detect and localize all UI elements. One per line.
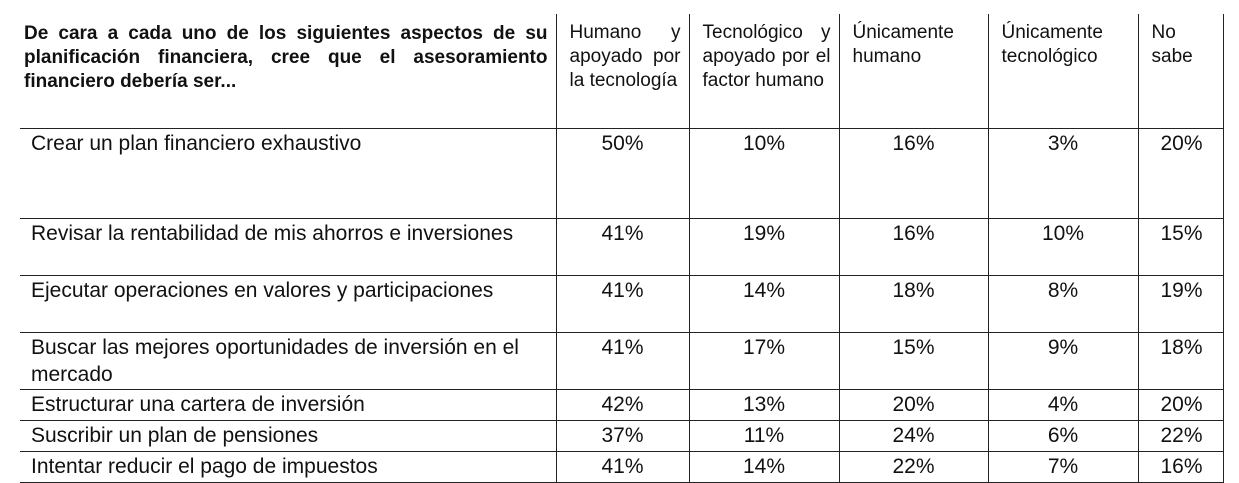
table-cell: 3% [987,128,1138,219]
table-row: Intentar reducir el pago de impuestos 41… [20,451,1224,483]
column-header-only-tech: Únicamente tecnológico [987,14,1138,129]
table-row: Crear un plan financiero exhaustivo 50% … [20,128,1224,219]
column-header-human-tech: Humano y apoyado por la tecnología [555,14,689,129]
question-header: De cara a cada uno de los siguientes asp… [24,23,548,92]
row-label: Crear un plan financiero exhaustivo [20,128,556,219]
table-cell: 20% [1137,128,1224,219]
column-header-tech-human: Tecnológico y apoyado por el factor huma… [688,14,839,129]
table-cell: 41% [555,275,689,333]
table-cell: 50% [555,128,689,219]
table-cell: 20% [838,389,988,421]
table-cell: 6% [987,420,1138,452]
table-cell: 15% [838,332,988,390]
header-row: De cara a cada uno de los siguientes asp… [20,14,1224,129]
row-label: Revisar la rentabilidad de mis ahorros e… [20,218,556,276]
table-cell: 41% [555,332,689,390]
table-cell: 18% [838,275,988,333]
survey-table: De cara a cada uno de los siguientes asp… [20,14,1224,483]
table-cell: 22% [838,451,988,483]
table-cell: 41% [555,218,689,276]
table-cell: 16% [838,128,988,219]
table-row: Revisar la rentabilidad de mis ahorros e… [20,218,1224,276]
table-cell: 14% [688,275,839,333]
table-cell: 8% [987,275,1138,333]
table-cell: 24% [838,420,988,452]
table-cell: 13% [688,389,839,421]
table-row: Ejecutar operaciones en valores y partic… [20,275,1224,333]
table-row: Suscribir un plan de pensiones 37% 11% 2… [20,420,1224,452]
table-cell: 17% [688,332,839,390]
table-cell: 14% [688,451,839,483]
table-cell: 16% [838,218,988,276]
table-cell: 16% [1137,451,1224,483]
row-label: Buscar las mejores oportunidades de inve… [20,332,556,390]
table-cell: 10% [688,128,839,219]
table-cell: 10% [987,218,1138,276]
table-cell: 9% [987,332,1138,390]
table-cell: 19% [688,218,839,276]
table-cell: 15% [1137,218,1224,276]
table-row: Estructurar una cartera de inversión 42%… [20,389,1224,421]
table-cell: 19% [1137,275,1224,333]
table-cell: 18% [1137,332,1224,390]
row-label: Estructurar una cartera de inversión [20,389,556,421]
table-cell: 11% [688,420,839,452]
table-cell: 4% [987,389,1138,421]
row-label: Suscribir un plan de pensiones [20,420,556,452]
table-cell: 20% [1137,389,1224,421]
table-cell: 22% [1137,420,1224,452]
row-label: Intentar reducir el pago de impuestos [20,451,556,483]
table-cell: 37% [555,420,689,452]
column-header-no-sabe: No sabe [1137,14,1224,129]
table-cell: 42% [555,389,689,421]
row-label: Ejecutar operaciones en valores y partic… [20,275,556,333]
column-header-only-human: Únicamente humano [838,14,988,129]
table-cell: 41% [555,451,689,483]
table-cell: 7% [987,451,1138,483]
table-row: Buscar las mejores oportunidades de inve… [20,332,1224,390]
